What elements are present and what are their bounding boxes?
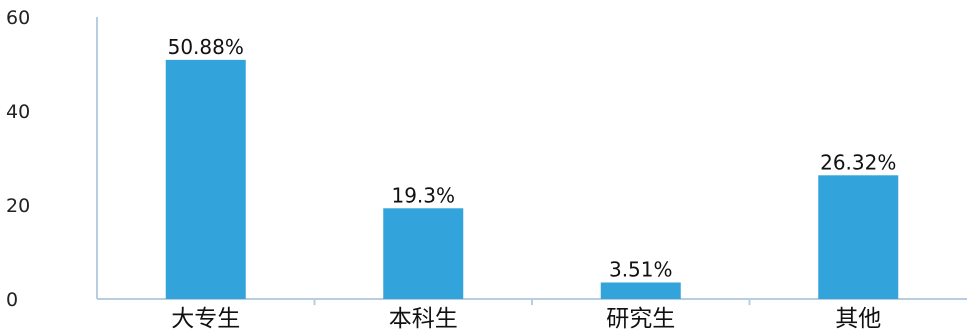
data-label: 26.32% (820, 150, 896, 174)
category-label: 大专生 (171, 306, 240, 329)
data-labels: 50.88% 19.3% 3.51% 26.32% (168, 35, 897, 282)
bar (600, 282, 681, 299)
y-tick-label: 40 (6, 101, 30, 123)
category-labels: 大专生 本科生 研究生 其他 (171, 306, 881, 329)
category-label: 研究生 (606, 306, 675, 329)
bars (165, 59, 899, 299)
bar (383, 208, 464, 299)
data-label: 19.3% (391, 183, 455, 207)
data-label: 50.88% (168, 35, 244, 59)
bar (165, 59, 246, 299)
y-axis-ticks: 0 20 40 60 (6, 7, 30, 311)
y-tick-label: 20 (6, 195, 30, 217)
category-label: 其他 (835, 306, 881, 329)
data-label: 3.51% (609, 258, 673, 282)
y-tick-label: 0 (6, 289, 18, 311)
bar (818, 175, 899, 299)
y-tick-label: 60 (6, 7, 30, 29)
category-label: 本科生 (389, 306, 458, 329)
